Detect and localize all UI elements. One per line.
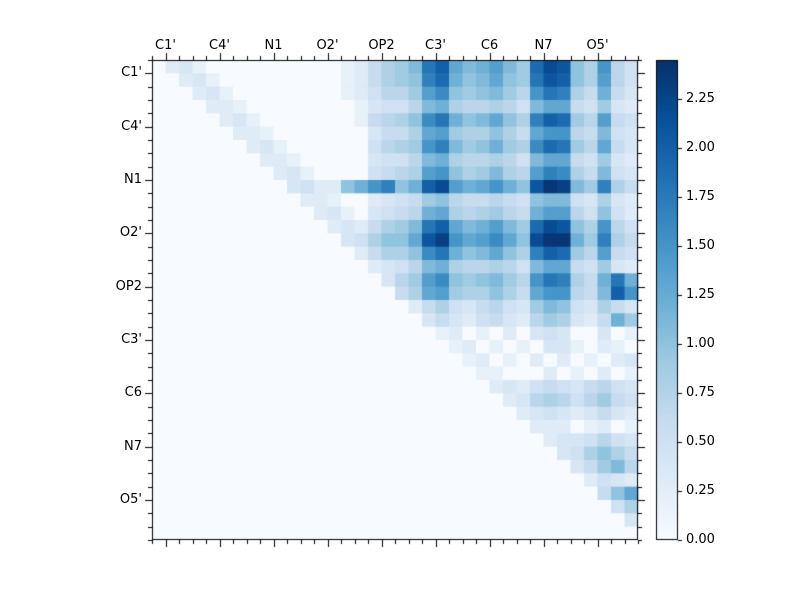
figure: C1' C4' N1 O2' OP2 C3' C6 N7 O5' C1' C4' N1 O2' OP2 C3… — [0, 0, 800, 600]
heatmap-canvas — [0, 0, 800, 600]
